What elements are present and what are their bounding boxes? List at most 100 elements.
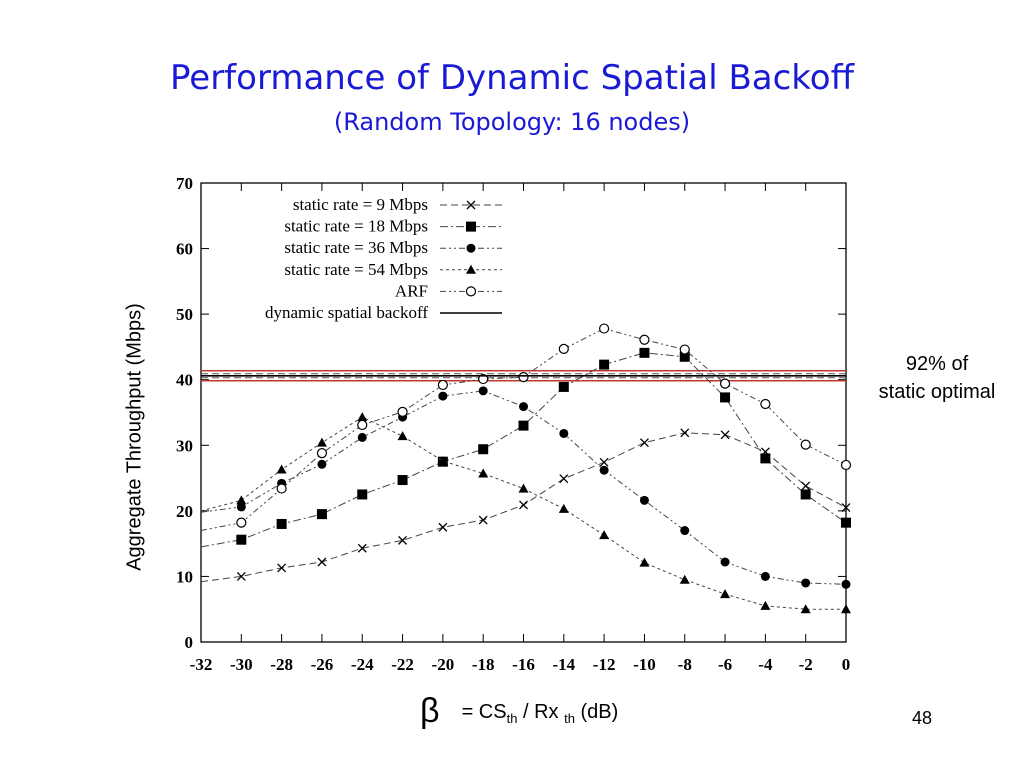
data-point xyxy=(720,392,731,403)
data-point xyxy=(719,378,731,389)
beta-symbol: β xyxy=(420,692,440,730)
x-tick-label: 0 xyxy=(842,655,851,674)
legend-marker xyxy=(466,264,476,274)
data-point xyxy=(679,574,690,584)
series-line xyxy=(200,432,847,583)
data-point xyxy=(800,604,811,614)
data-point xyxy=(679,351,690,362)
data-point xyxy=(841,517,851,528)
data-point xyxy=(639,495,649,505)
data-point xyxy=(478,468,489,478)
legend-label: static rate = 18 Mbps xyxy=(284,217,428,236)
data-point xyxy=(478,386,488,396)
x-tick-label: -8 xyxy=(678,655,692,674)
y-tick-label: 30 xyxy=(176,436,193,455)
x-tick-label: -14 xyxy=(552,655,575,674)
data-point xyxy=(438,522,448,532)
x-tick-label: -30 xyxy=(230,655,253,674)
data-point xyxy=(680,526,690,536)
x-label-suffix: (dB) xyxy=(574,701,619,723)
series-line xyxy=(200,328,847,531)
x-tick-label: -18 xyxy=(472,655,495,674)
legend-label: static rate = 9 Mbps xyxy=(293,195,428,214)
data-point xyxy=(840,459,852,471)
data-point xyxy=(276,483,287,494)
x-tick-label: -10 xyxy=(633,655,656,674)
data-point xyxy=(720,589,731,599)
data-point xyxy=(316,509,327,520)
data-point xyxy=(841,503,851,513)
data-point xyxy=(518,371,529,383)
y-tick-label: 20 xyxy=(176,502,193,521)
x-tick-label: -22 xyxy=(391,655,414,674)
data-point xyxy=(357,489,368,500)
x-label-mid: / Rx xyxy=(517,701,565,723)
data-point xyxy=(236,534,247,545)
annotation-line-2: static optimal xyxy=(878,381,996,403)
legend-label: static rate = 54 Mbps xyxy=(284,260,428,279)
data-point xyxy=(397,475,408,486)
legend-label: ARF xyxy=(395,281,428,300)
data-point xyxy=(276,464,287,474)
series-line xyxy=(200,390,847,585)
data-point xyxy=(478,444,489,455)
legend-marker xyxy=(465,286,477,297)
data-point xyxy=(760,600,771,610)
data-point xyxy=(558,343,569,354)
data-point xyxy=(478,515,488,525)
series-static-rate-36-mbps xyxy=(200,386,851,589)
data-point xyxy=(680,428,690,438)
series-arf xyxy=(200,323,852,531)
data-point xyxy=(801,481,811,491)
annotation-line-1: 92% of xyxy=(905,353,969,375)
data-point xyxy=(478,373,489,385)
legend-label: dynamic spatial backoff xyxy=(265,303,428,322)
y-tick-label: 60 xyxy=(176,240,193,259)
legend: static rate = 9 Mbps static rate = 18 Mbp… xyxy=(265,195,502,322)
data-point xyxy=(559,428,569,438)
data-point xyxy=(720,557,730,567)
legend-marker xyxy=(466,221,476,232)
series-static-rate-54-mbps xyxy=(200,412,851,614)
data-point xyxy=(679,344,690,355)
x-tick-label: -6 xyxy=(718,655,732,674)
data-point xyxy=(800,439,811,450)
data-point xyxy=(518,420,529,431)
x-tick-label: -26 xyxy=(311,655,334,674)
data-point xyxy=(841,579,851,589)
y-tick-label: 50 xyxy=(176,305,193,324)
y-axis-ticks: 0 10 20 30 40 50 60 70 xyxy=(176,174,846,652)
page-number: 48 xyxy=(912,708,933,728)
data-point xyxy=(599,359,610,370)
x-tick-label: -12 xyxy=(593,655,616,674)
slide-title: Performance of Dynamic Spatial Backoff xyxy=(169,58,855,98)
data-point xyxy=(599,457,609,467)
x-tick-label: -24 xyxy=(351,655,374,674)
data-point xyxy=(438,391,448,401)
data-point xyxy=(760,398,771,410)
data-point xyxy=(639,334,650,345)
x-tick-label: -20 xyxy=(432,655,455,674)
x-tick-label: -16 xyxy=(512,655,535,674)
data-point xyxy=(558,381,569,392)
legend-marker xyxy=(466,200,476,210)
data-point xyxy=(277,563,287,573)
data-point xyxy=(316,448,328,459)
series-static-rate-9-mbps xyxy=(200,428,851,583)
data-point xyxy=(316,437,327,447)
data-point xyxy=(519,402,528,412)
data-point xyxy=(558,503,569,513)
data-point xyxy=(599,465,609,475)
data-point xyxy=(398,535,408,545)
data-point xyxy=(236,571,246,581)
data-point xyxy=(519,500,528,510)
data-point xyxy=(236,502,246,512)
data-point xyxy=(559,474,569,484)
x-tick-label: -32 xyxy=(190,655,213,674)
y-tick-label: 10 xyxy=(176,567,193,586)
data-point xyxy=(437,456,448,466)
data-point xyxy=(518,483,529,493)
y-tick-label: 70 xyxy=(176,174,193,193)
data-point xyxy=(236,517,247,528)
